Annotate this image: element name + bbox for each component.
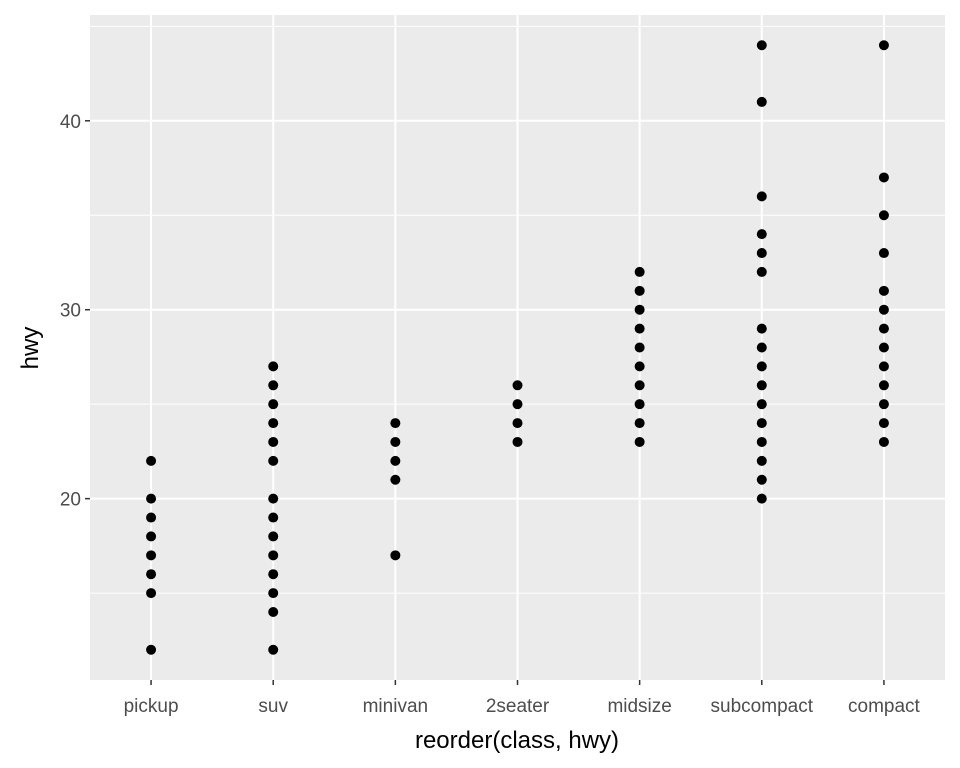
data-point-midsize — [634, 436, 645, 447]
data-point-suv — [268, 644, 279, 655]
data-point-suv — [268, 606, 279, 617]
data-point-pickup — [146, 455, 157, 466]
data-point-subcompact — [756, 493, 767, 504]
x-axis-title: reorder(class, hwy) — [415, 727, 619, 754]
x-tick-label-2seater: 2seater — [486, 696, 550, 717]
data-point-subcompact — [756, 323, 767, 334]
data-point-pickup — [146, 512, 157, 523]
data-point-subcompact — [756, 229, 767, 240]
data-point-subcompact — [756, 96, 767, 107]
x-tick-label-pickup: pickup — [124, 696, 179, 717]
data-point-subcompact — [756, 399, 767, 410]
data-point-suv — [268, 418, 279, 429]
data-point-pickup — [146, 493, 157, 504]
data-point-suv — [268, 512, 279, 523]
data-point-compact — [878, 210, 889, 221]
x-tick-label-minivan: minivan — [363, 696, 428, 717]
data-points — [146, 40, 889, 655]
y-axis-title: hwy — [17, 327, 44, 370]
data-point-minivan — [390, 474, 401, 485]
data-point-midsize — [634, 399, 645, 410]
data-point-compact — [878, 285, 889, 296]
data-point-pickup — [146, 550, 157, 561]
data-point-suv — [268, 550, 279, 561]
data-point-subcompact — [756, 380, 767, 391]
data-point-midsize — [634, 342, 645, 353]
data-point-midsize — [634, 380, 645, 391]
data-point-subcompact — [756, 191, 767, 202]
data-point-suv — [268, 531, 279, 542]
data-point-subcompact — [756, 361, 767, 372]
data-point-midsize — [634, 361, 645, 372]
data-point-pickup — [146, 588, 157, 599]
data-point-2seater — [512, 399, 523, 410]
data-point-compact — [878, 248, 889, 259]
data-point-subcompact — [756, 266, 767, 277]
data-point-subcompact — [756, 342, 767, 353]
data-point-2seater — [512, 418, 523, 429]
x-tick-label-suv: suv — [258, 696, 288, 717]
data-point-compact — [878, 323, 889, 334]
y-tick-label: 40 — [60, 112, 81, 133]
data-point-compact — [878, 40, 889, 51]
y-tick-label: 30 — [60, 301, 81, 322]
data-point-compact — [878, 361, 889, 372]
data-point-suv — [268, 588, 279, 599]
data-point-compact — [878, 304, 889, 315]
data-point-subcompact — [756, 436, 767, 447]
data-point-suv — [268, 493, 279, 504]
data-point-minivan — [390, 418, 401, 429]
data-point-midsize — [634, 266, 645, 277]
data-point-suv — [268, 361, 279, 372]
data-point-compact — [878, 342, 889, 353]
data-point-midsize — [634, 285, 645, 296]
x-tick-label-compact: compact — [848, 696, 921, 717]
x-tick-label-subcompact: subcompact — [711, 696, 814, 717]
data-point-compact — [878, 436, 889, 447]
data-point-suv — [268, 455, 279, 466]
data-point-minivan — [390, 550, 401, 561]
data-point-pickup — [146, 531, 157, 542]
data-point-pickup — [146, 569, 157, 580]
data-point-midsize — [634, 323, 645, 334]
data-point-minivan — [390, 455, 401, 466]
data-point-subcompact — [756, 474, 767, 485]
data-point-suv — [268, 399, 279, 410]
data-point-midsize — [634, 418, 645, 429]
data-point-suv — [268, 380, 279, 391]
data-point-subcompact — [756, 40, 767, 51]
data-point-subcompact — [756, 455, 767, 466]
x-tick-label-midsize: midsize — [607, 696, 671, 717]
data-point-suv — [268, 569, 279, 580]
data-point-midsize — [634, 304, 645, 315]
y-axis-ticks: 20 30 40 — [60, 112, 90, 511]
x-axis-ticks: pickup suv minivan 2seater midsize subcompact… — [124, 680, 921, 717]
data-point-minivan — [390, 436, 401, 447]
data-point-2seater — [512, 380, 523, 391]
data-point-pickup — [146, 644, 157, 655]
data-point-2seater — [512, 436, 523, 447]
data-point-compact — [878, 380, 889, 391]
y-tick-label: 20 — [60, 490, 81, 511]
data-point-subcompact — [756, 418, 767, 429]
data-point-subcompact — [756, 248, 767, 259]
data-point-compact — [878, 172, 889, 183]
data-point-suv — [268, 436, 279, 447]
data-point-compact — [878, 399, 889, 410]
data-point-compact — [878, 418, 889, 429]
